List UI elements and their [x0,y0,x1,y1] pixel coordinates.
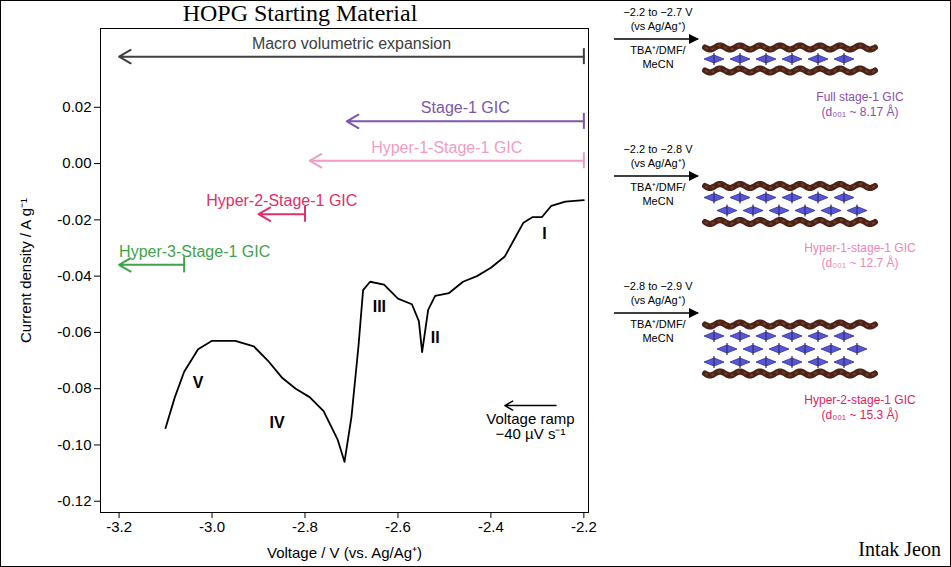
svg-text:-2.4: -2.4 [478,518,504,535]
svg-text:Voltage / V (vs. Ag/Ag⁺): Voltage / V (vs. Ag/Ag⁺) [267,544,422,561]
svg-text:Hyper-1-Stage-1 GIC: Hyper-1-Stage-1 GIC [371,139,522,156]
svg-text:Current density / A g⁻¹: Current density / A g⁻¹ [17,198,34,343]
svg-text:Voltage ramp−40 µV s⁻¹: Voltage ramp−40 µV s⁻¹ [486,410,574,442]
svg-text:-0.06: -0.06 [57,323,91,340]
svg-text:-2.2: -2.2 [571,518,597,535]
svg-text:-0.04: -0.04 [57,267,91,284]
html-text:Intak Jeon: Intak Jeon [858,538,941,560]
svg-text:TBA⁺/DMF/: TBA⁺/DMF/ [630,181,686,193]
svg-text:−2.2 to −2.8 V: −2.2 to −2.8 V [623,143,693,155]
html-text:HOPG Starting Material: HOPG Starting Material [182,0,418,26]
svg-text:-0.02: -0.02 [57,211,91,228]
svg-text:TBA⁺/DMF/: TBA⁺/DMF/ [630,318,686,330]
svg-text:Full stage-1 GIC: Full stage-1 GIC [816,90,904,104]
svg-text:-0.12: -0.12 [57,492,91,509]
svg-text:II: II [431,329,440,346]
svg-text:(vs Ag/Ag⁺): (vs Ag/Ag⁺) [631,20,686,32]
svg-text:IV: IV [270,414,285,431]
svg-text:(vs Ag/Ag⁺): (vs Ag/Ag⁺) [631,157,686,169]
svg-text:Macro volumetric expansion: Macro volumetric expansion [252,35,451,52]
svg-text:-3.2: -3.2 [106,518,132,535]
svg-text:-2.6: -2.6 [385,518,411,535]
svg-text:(d₀₀₁ ~ 8.17 Å): (d₀₀₁ ~ 8.17 Å) [821,104,898,119]
svg-text:(vs Ag/Ag⁺): (vs Ag/Ag⁺) [631,294,686,306]
svg-text:I: I [542,225,546,242]
svg-text:MeCN: MeCN [642,195,673,207]
svg-text:Hyper-1-stage-1 GIC: Hyper-1-stage-1 GIC [804,241,916,255]
svg-text:Hyper-3-Stage-1 GIC: Hyper-3-Stage-1 GIC [119,243,270,260]
svg-text:0.00: 0.00 [62,154,91,171]
svg-text:(d₀₀₁ ~ 12.7 Å): (d₀₀₁ ~ 12.7 Å) [821,255,898,270]
svg-text:Hyper-2-Stage-1 GIC: Hyper-2-Stage-1 GIC [206,192,357,209]
svg-text:(d₀₀₁ ~ 15.3 Å): (d₀₀₁ ~ 15.3 Å) [821,407,898,422]
svg-text:Hyper-2-stage-1 GIC: Hyper-2-stage-1 GIC [804,393,916,407]
svg-text:-2.8: -2.8 [292,518,318,535]
svg-text:Stage-1 GIC: Stage-1 GIC [421,99,510,116]
svg-text:III: III [373,298,386,315]
svg-text:0.02: 0.02 [62,98,91,115]
svg-text:−2.8 to −2.9 V: −2.8 to −2.9 V [623,280,693,292]
svg-text:-0.10: -0.10 [57,436,91,453]
svg-text:MeCN: MeCN [642,58,673,70]
svg-text:-0.08: -0.08 [57,379,91,396]
svg-text:TBA⁺/DMF/: TBA⁺/DMF/ [630,44,686,56]
svg-text:−2.2 to −2.7 V: −2.2 to −2.7 V [623,6,693,18]
svg-text:MeCN: MeCN [642,332,673,344]
svg-text:-3.0: -3.0 [199,518,225,535]
svg-text:V: V [193,374,204,391]
